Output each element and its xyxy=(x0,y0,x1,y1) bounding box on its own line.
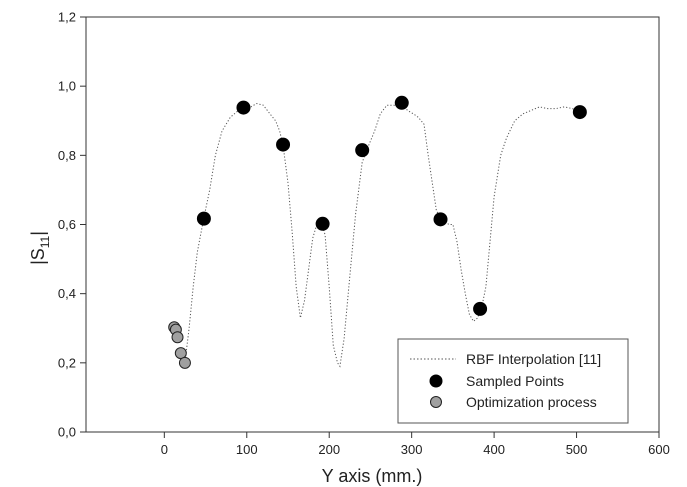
x-tick-label: 300 xyxy=(401,442,423,457)
y-tick-label: 0,6 xyxy=(58,217,76,232)
x-tick-label: 200 xyxy=(318,442,340,457)
legend-marker-sampled xyxy=(429,374,443,388)
x-axis-label: Y axis (mm.) xyxy=(322,466,423,486)
y-axis-label-subscript: 11 xyxy=(38,235,52,248)
legend-marker-optimization xyxy=(430,396,442,408)
sampled-point xyxy=(572,105,587,120)
x-tick-label: 600 xyxy=(648,442,670,457)
optimization-point xyxy=(178,356,191,369)
rbf-interpolation-curve xyxy=(184,102,581,368)
data-points xyxy=(168,95,587,369)
x-tick-label: 100 xyxy=(236,442,258,457)
y-tick-label: 1,2 xyxy=(58,10,76,25)
legend-label-sampled: Sampled Points xyxy=(466,373,564,389)
y-tick-label: 0,4 xyxy=(58,286,76,301)
optimization-point xyxy=(171,331,184,344)
y-tick-label: 0,8 xyxy=(58,148,76,163)
y-axis-label-end: | xyxy=(28,231,48,236)
x-tick-label: 500 xyxy=(566,442,588,457)
sampled-point xyxy=(276,137,291,152)
axis-ticks: 0 100 200 300 400 500 600 0,0 0,2 0,4 0,6 0,8 1,0 1,2 xyxy=(58,10,670,458)
legend: RBF Interpolation [11] Sampled Points Op… xyxy=(397,338,629,424)
sampled-point xyxy=(355,143,370,158)
sampled-point xyxy=(394,95,409,110)
y-tick-label: 0,2 xyxy=(58,355,76,370)
y-axis-label-text: |S11| xyxy=(28,231,52,265)
y-axis-label: |S11| xyxy=(28,231,52,265)
y-tick-label: 1,0 xyxy=(58,79,76,94)
x-tick-label: 0 xyxy=(161,442,168,457)
y-axis-label-main: |S xyxy=(28,248,48,265)
legend-label-optimization: Optimization process xyxy=(466,394,597,410)
sampled-point xyxy=(433,212,448,227)
sampled-point xyxy=(473,301,488,316)
x-tick-label: 400 xyxy=(483,442,505,457)
sampled-point xyxy=(196,211,211,226)
legend-label-rbf: RBF Interpolation [11] xyxy=(466,351,601,367)
y-tick-label: 0,0 xyxy=(58,425,76,440)
sampled-point xyxy=(236,100,251,115)
rbf-curve-line xyxy=(184,102,581,368)
sampled-point xyxy=(315,216,330,231)
